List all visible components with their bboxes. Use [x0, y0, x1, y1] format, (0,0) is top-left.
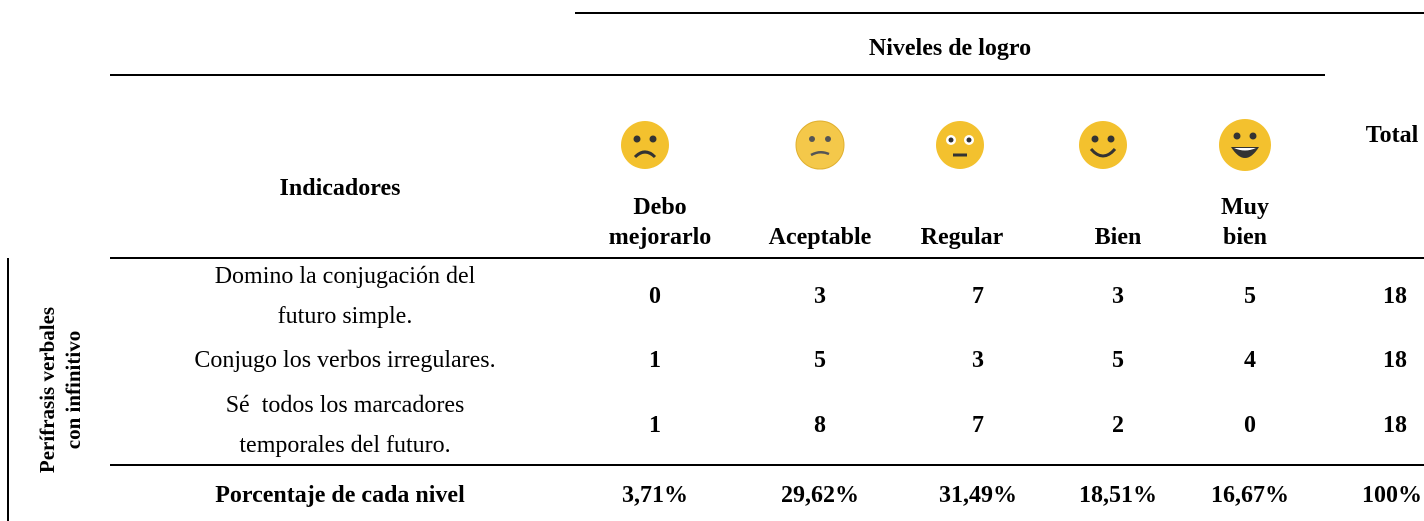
indicator-text: temporales del futuro. [239, 432, 451, 458]
footer-value: 18,51% [1079, 482, 1157, 508]
level-label: Muy [1221, 194, 1269, 220]
cell-value: 3 [972, 347, 984, 373]
cell-value: 7 [972, 283, 984, 309]
level-label: Aceptable [768, 224, 872, 250]
rule [110, 257, 1424, 259]
cell-value: 5 [1244, 283, 1256, 309]
cell-value: 7 [972, 412, 984, 438]
footer-value: 16,67% [1211, 482, 1289, 508]
cell-value: 0 [649, 283, 661, 309]
rule [575, 12, 1424, 14]
cell-value: 3 [814, 283, 826, 309]
indicator-text: Conjugo los verbos irregulares. [194, 347, 496, 373]
cell-value: 0 [1244, 412, 1256, 438]
group-header: Niveles de logro [868, 35, 1032, 61]
indicators-header: Indicadores [279, 175, 401, 201]
rule [7, 258, 9, 521]
level-label: Regular [920, 224, 1004, 250]
indicator-text: futuro simple. [277, 303, 413, 329]
footer-value: 31,49% [939, 482, 1017, 508]
cell-value: 5 [814, 347, 826, 373]
face-sad [621, 121, 669, 169]
face-grin [1219, 119, 1271, 171]
footer-value: 3,71% [622, 482, 688, 508]
footer-total: 100% [1362, 482, 1422, 508]
footer-value: 29,62% [781, 482, 859, 508]
side-label: Perífrasis verbales con infinitivo [34, 307, 86, 473]
level-label: mejorarlo [608, 224, 712, 250]
indicator-text: Domino la conjugación del [214, 263, 476, 289]
indicator-text: Sé todos los marcadores [225, 392, 465, 418]
face-unsure [795, 120, 845, 170]
face-smile [1079, 121, 1127, 169]
level-label: Debo [633, 194, 687, 220]
cell-value: 3 [1112, 283, 1124, 309]
row-total: 18 [1383, 347, 1407, 373]
cell-value: 2 [1112, 412, 1124, 438]
row-total: 18 [1383, 412, 1407, 438]
side-label-line: con infinitivo [61, 330, 85, 450]
rule [110, 464, 1424, 466]
footer-label: Porcentaje de cada nivel [215, 482, 465, 508]
face-neutral [936, 121, 984, 169]
cell-value: 1 [649, 412, 661, 438]
level-label: Bien [1094, 224, 1142, 250]
rule [110, 74, 1325, 76]
cell-value: 8 [814, 412, 826, 438]
cell-value: 4 [1244, 347, 1256, 373]
side-label-line: Perífrasis verbales [35, 306, 59, 474]
cell-value: 5 [1112, 347, 1124, 373]
level-label: bien [1222, 224, 1268, 250]
cell-value: 1 [649, 347, 661, 373]
row-total: 18 [1383, 283, 1407, 309]
total-header: Total [1365, 122, 1419, 148]
